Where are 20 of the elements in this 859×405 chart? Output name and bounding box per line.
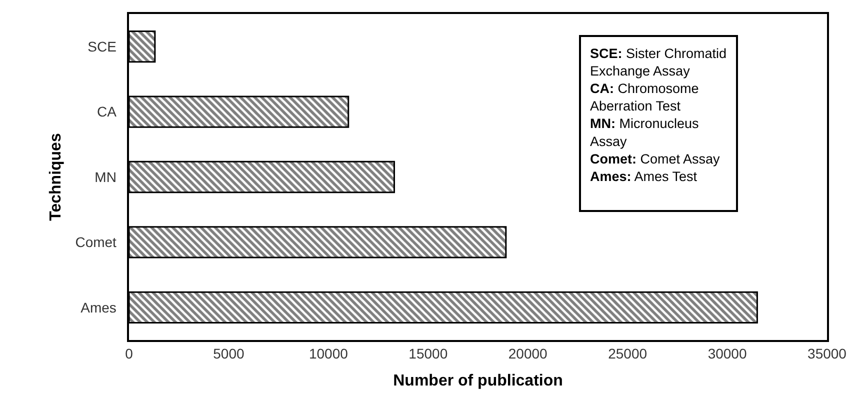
x-axis-title: Number of publication <box>393 372 563 390</box>
x-tick-label: 15000 <box>408 346 448 362</box>
annotation: SCE: Sister Chromatid Exchange Assay <box>590 46 727 79</box>
x-tick-label: 5000 <box>213 346 244 362</box>
x-tick-label: 30000 <box>708 346 747 362</box>
y-tick-label: SCE <box>88 38 116 54</box>
x-tick-label: 20000 <box>508 346 548 362</box>
y-tick-label: MN <box>94 168 116 185</box>
annotation: CA: Chromosome Aberration Test <box>590 81 699 114</box>
annotation: MN: Micronucleus Assay <box>590 116 700 149</box>
y-tick-label: Ames <box>80 299 116 316</box>
x-tick-label: 0 <box>125 346 134 362</box>
y-tick-label: Comet <box>75 234 117 250</box>
annotation: Comet: Comet Assay <box>590 151 720 166</box>
y-tick-label: CA <box>96 104 118 120</box>
x-tick-label: 25000 <box>608 346 648 362</box>
y-axis-title: Techniques <box>48 133 65 221</box>
x-tick-label: 10000 <box>308 346 348 362</box>
annotation: Ames: Ames Test <box>590 168 698 184</box>
x-tick-label: 35000 <box>808 346 847 362</box>
